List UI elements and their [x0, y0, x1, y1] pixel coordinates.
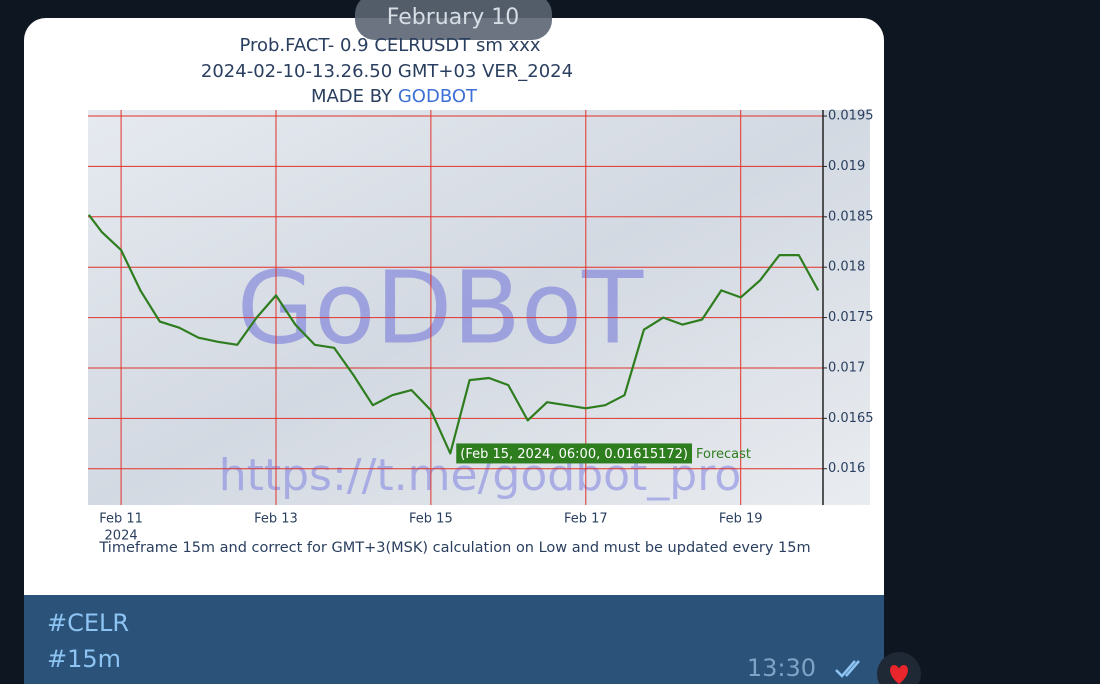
y-tick-label: 0.019: [828, 159, 865, 174]
x-year-label: 2024: [105, 529, 138, 544]
reaction-button[interactable]: [877, 652, 921, 684]
credit: MADE BY GODBOT: [311, 86, 478, 107]
y-tick-label: 0.0165: [828, 411, 874, 426]
tooltip-box: [456, 443, 693, 464]
x-tick-label: Feb 17: [564, 512, 608, 527]
x-tick-label: Feb 19: [719, 512, 763, 527]
y-tick-label: 0.0185: [828, 209, 874, 224]
footnote: Timeframe 15m and correct for GMT+3(MSK)…: [98, 540, 810, 556]
credit-name: GODBOT: [398, 86, 478, 107]
message-time: 13:30: [747, 654, 816, 682]
heart-icon: [890, 665, 908, 684]
chart-subtitle: 2024-02-10-13.26.50 GMT+03 VER_2024: [201, 61, 573, 82]
date-pill-text: February 10: [387, 5, 519, 30]
x-tick-label: Feb 15: [409, 512, 453, 527]
date-pill: [355, 0, 552, 40]
hashtag[interactable]: #15m: [47, 645, 121, 673]
y-tick-label: 0.018: [828, 260, 865, 275]
plot-background: [88, 110, 870, 505]
x-tick-label: Feb 13: [254, 512, 298, 527]
y-tick-label: 0.0195: [828, 109, 874, 124]
price-line: [87, 214, 820, 455]
watermark: GoDBoT: [237, 249, 644, 366]
hashtag[interactable]: #CELR: [47, 609, 129, 637]
credit-prefix: MADE BY: [311, 86, 393, 107]
message-text-area: [24, 595, 884, 684]
tooltip-text: (Feb 15, 2024, 06:00, 0.01615172): [460, 447, 688, 462]
y-tick-label: 0.016: [828, 461, 865, 476]
tooltip-series-name: Forecast: [696, 447, 751, 462]
chart-title: Prob.FACT- 0.9 CELRUSDT sm xxx: [239, 35, 540, 56]
x-tick-label: Feb 11: [99, 512, 143, 527]
y-tick-label: 0.0175: [828, 310, 874, 325]
y-tick-label: 0.017: [828, 360, 865, 375]
read-checkmarks: [835, 660, 860, 678]
